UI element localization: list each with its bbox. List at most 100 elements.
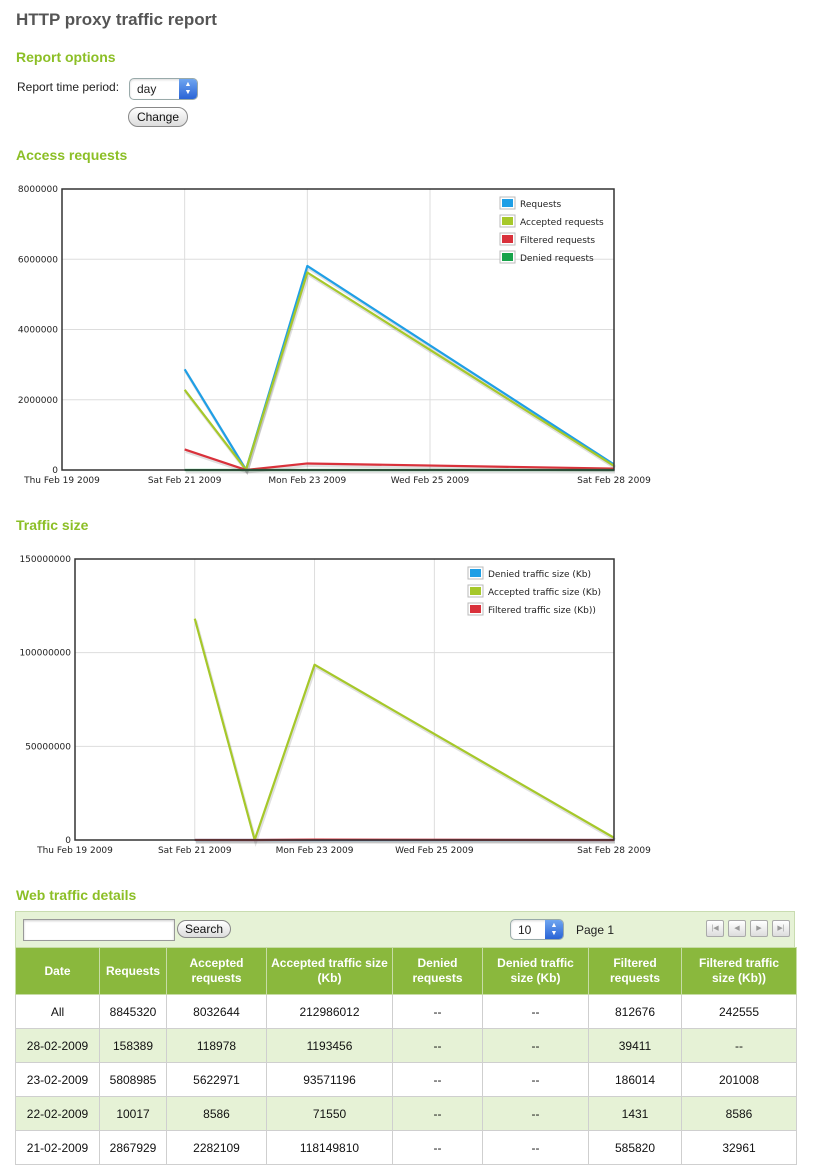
table-cell: --	[392, 1062, 483, 1097]
period-select-value: day	[137, 82, 157, 96]
y-tick-label: 4000000	[18, 326, 58, 336]
table-cell: 201008	[681, 1062, 797, 1097]
period-select[interactable]: day ▲ ▼	[129, 78, 198, 100]
table-cell: 32961	[681, 1130, 797, 1165]
traffic-size-title: Traffic size	[16, 517, 89, 533]
table-cell: 39411	[588, 1028, 682, 1063]
access-requests-title: Access requests	[16, 147, 128, 163]
last-page-icon[interactable]: ▶|	[772, 920, 790, 937]
change-button[interactable]: Change	[128, 107, 188, 127]
table-cell: 812676	[588, 994, 682, 1029]
y-tick-label: 0	[65, 836, 71, 846]
x-tick-label: Wed Feb 25 2009	[391, 476, 470, 486]
table-cell: 1431	[588, 1096, 682, 1131]
legend-label: Accepted traffic size (Kb)	[488, 588, 601, 598]
table-cell: 93571196	[266, 1062, 393, 1097]
plot-background	[75, 559, 614, 840]
table-row: 21-02-2009 2867929 2282109 118149810 -- …	[15, 1130, 797, 1165]
table-toolbar: Search 10 ▲ ▼ Page 1 |◀ ◀ ▶ ▶|	[15, 911, 795, 947]
plot-frame	[74, 558, 615, 841]
table-cell: --	[681, 1028, 797, 1063]
legend-label: Filtered traffic size (Kb))	[488, 606, 596, 616]
search-button[interactable]: Search	[177, 920, 231, 938]
table-cell: All	[15, 994, 100, 1029]
table-cell: 212986012	[266, 994, 393, 1029]
table-row: 23-02-2009 5808985 5622971 93571196 -- -…	[15, 1062, 797, 1097]
legend-label: Requests	[520, 200, 562, 210]
column-header[interactable]: Filtered traffic size (Kb))	[681, 947, 797, 995]
page-label: Page 1	[576, 923, 615, 937]
x-tick-label: Wed Feb 25 2009	[395, 846, 474, 856]
series-line-1	[193, 618, 615, 841]
column-header[interactable]: Date	[15, 947, 100, 995]
page-size-select[interactable]: 10 ▲ ▼	[510, 919, 564, 940]
legend-label: Filtered requests	[520, 236, 595, 246]
column-header[interactable]: Filtered requests	[588, 947, 682, 995]
prev-page-icon[interactable]: ◀	[728, 920, 746, 937]
web-traffic-table: Date Requests Accepted requests Accepted…	[15, 947, 797, 1165]
y-tick-label: 2000000	[18, 396, 58, 406]
page-title: HTTP proxy traffic report	[16, 10, 217, 29]
first-page-icon[interactable]: |◀	[706, 920, 724, 937]
y-tick-label: 100000000	[19, 649, 71, 659]
table-cell: 5808985	[99, 1062, 167, 1097]
table-cell: --	[392, 1130, 483, 1165]
page-size-value: 10	[518, 923, 532, 937]
search-input[interactable]	[23, 919, 175, 941]
table-cell: 5622971	[166, 1062, 267, 1097]
table-cell: 10017	[99, 1096, 167, 1131]
x-tick-label: Sat Feb 28 2009	[577, 846, 651, 856]
report-options-title: Report options	[16, 49, 116, 65]
column-header[interactable]: Denied requests	[392, 947, 483, 995]
column-header[interactable]: Requests	[99, 947, 167, 995]
x-tick-label: Mon Feb 23 2009	[268, 476, 346, 486]
column-header[interactable]: Accepted traffic size (Kb)	[266, 947, 393, 995]
y-tick-label: 8000000	[18, 185, 58, 195]
plot-frame	[61, 188, 615, 471]
table-row: 28-02-2009 158389 118978 1193456 -- -- 3…	[15, 1028, 797, 1063]
table-cell: 2282109	[166, 1130, 267, 1165]
x-tick-label: Sat Feb 28 2009	[577, 476, 651, 486]
table-cell: --	[392, 1096, 483, 1131]
table-cell: 1193456	[266, 1028, 393, 1063]
period-label: Report time period:	[17, 80, 120, 94]
table-cell: --	[392, 994, 483, 1029]
table-cell: 23-02-2009	[15, 1062, 100, 1097]
legend-label: Denied requests	[520, 254, 594, 264]
legend-label: Accepted requests	[520, 218, 604, 228]
legend-swatch	[502, 235, 513, 243]
series-line-1	[183, 271, 615, 471]
column-header[interactable]: Denied traffic size (Kb)	[482, 947, 589, 995]
y-tick-label: 0	[52, 466, 58, 476]
column-header[interactable]: Accepted requests	[166, 947, 267, 995]
table-cell: --	[482, 1130, 589, 1165]
legend-swatch	[470, 587, 481, 595]
table-header-row: Date Requests Accepted requests Accepted…	[15, 947, 797, 995]
table-cell: --	[482, 994, 589, 1029]
x-tick-label: Sat Feb 21 2009	[158, 846, 232, 856]
y-tick-label: 50000000	[25, 742, 71, 752]
table-cell: 158389	[99, 1028, 167, 1063]
table-cell: 585820	[588, 1130, 682, 1165]
table-row: 22-02-2009 10017 8586 71550 -- -- 1431 8…	[15, 1096, 797, 1131]
next-page-icon[interactable]: ▶	[750, 920, 768, 937]
x-tick-label: Mon Feb 23 2009	[276, 846, 354, 856]
table-cell: 8586	[681, 1096, 797, 1131]
web-traffic-details-title: Web traffic details	[16, 887, 137, 903]
table-cell: 118978	[166, 1028, 267, 1063]
table-cell: 8845320	[99, 994, 167, 1029]
table-cell: 8032644	[166, 994, 267, 1029]
legend-swatch	[502, 253, 513, 261]
table-cell: 8586	[166, 1096, 267, 1131]
x-tick-label: Thu Feb 19 2009	[36, 846, 113, 856]
table-cell: 186014	[588, 1062, 682, 1097]
legend-swatch	[502, 199, 513, 207]
select-arrows-icon: ▲ ▼	[179, 79, 197, 99]
legend-label: Denied traffic size (Kb)	[488, 570, 591, 580]
table-cell: 242555	[681, 994, 797, 1029]
series-line-shadow	[185, 450, 616, 474]
legend-swatch	[470, 569, 481, 577]
access-requests-chart: Thu Feb 19 2009 Sat Feb 21 2009 Mon Feb 23…	[18, 185, 651, 486]
web-traffic-table-panel: Search 10 ▲ ▼ Page 1 |◀ ◀ ▶ ▶| Date Reque…	[15, 911, 797, 1165]
table-cell: 21-02-2009	[15, 1130, 100, 1165]
